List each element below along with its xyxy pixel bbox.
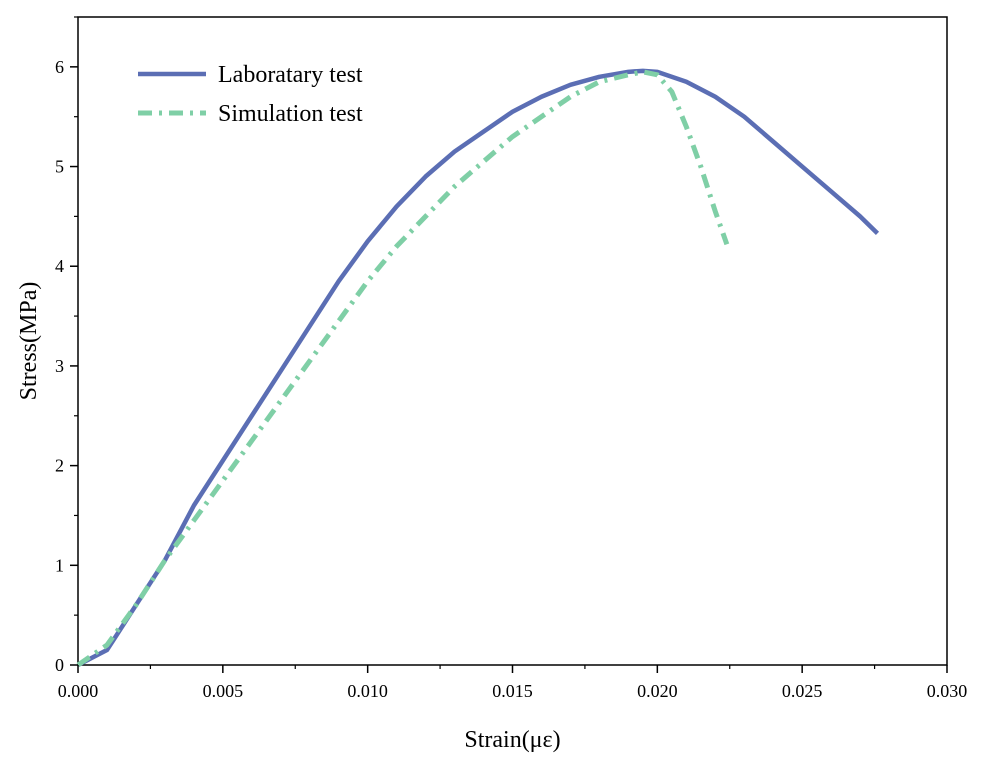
ticks-group: 0.000 0.005 0.010 0.015 0.020 0.025 0.030 0 1 2 3 4… <box>55 16 968 701</box>
x-tick-label: 0.005 <box>203 681 244 701</box>
x-axis-title: Strain(με) <box>464 727 560 753</box>
y-tick-label: 5 <box>55 157 64 177</box>
legend: Laboratary test Simulation test <box>138 62 363 127</box>
y-tick-label: 2 <box>55 456 64 476</box>
series-group <box>76 68 880 668</box>
y-tick-label: 0 <box>55 655 64 675</box>
y-tick-label: 6 <box>55 57 64 77</box>
x-tick-label: 0.030 <box>927 681 968 701</box>
y-tick-label: 3 <box>55 356 64 376</box>
legend-label-1: Laboratary test <box>218 62 363 88</box>
y-axis-title: Stress(MPa) <box>16 282 42 401</box>
y-tick-label: 1 <box>55 555 64 575</box>
series-line-1 <box>76 68 880 667</box>
x-tick-label: 0.025 <box>782 681 823 701</box>
series-line-2 <box>76 69 730 668</box>
y-tick-label: 4 <box>55 256 64 276</box>
x-tick-label: 0.020 <box>637 681 678 701</box>
x-tick-label: 0.000 <box>58 681 99 701</box>
legend-label-2: Simulation test <box>218 101 363 127</box>
x-tick-label: 0.010 <box>347 681 388 701</box>
x-tick-label: 0.015 <box>492 681 533 701</box>
